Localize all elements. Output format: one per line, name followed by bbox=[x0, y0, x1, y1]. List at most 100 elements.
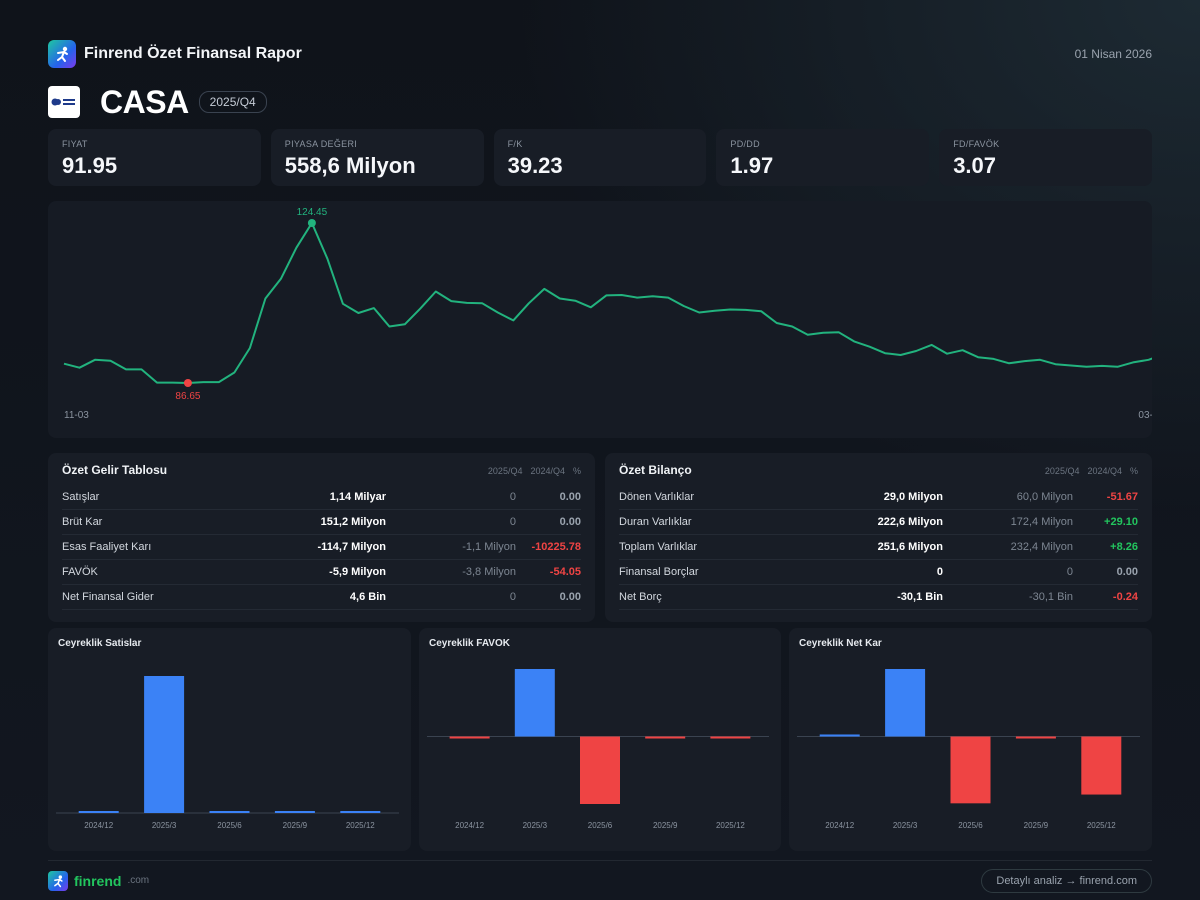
table-row: Finansal Borçlar 0 0 0.00 bbox=[619, 560, 1138, 585]
previous-value: 172,4 Milyon bbox=[1010, 516, 1073, 528]
metric-card-pb: PD/DD 1.97 bbox=[716, 129, 930, 186]
metric-label: F/K bbox=[507, 139, 523, 149]
min-price-marker bbox=[183, 379, 192, 387]
col-current: 2025/Q4 bbox=[487, 466, 523, 476]
metric-label: PIYASA DEĞERI bbox=[284, 139, 358, 149]
row-label: Esas Faaliyet Karı bbox=[62, 541, 152, 553]
metric-value: 39.23 bbox=[507, 153, 563, 178]
quarterly-ebitda-title: Ceyreklik FAVOK bbox=[429, 638, 510, 649]
max-price-marker bbox=[307, 219, 316, 227]
price-chart: 124.45 86.65 11-03 03-31 bbox=[63, 207, 1152, 421]
bar bbox=[645, 736, 686, 739]
price-chart-panel: 124.45 86.65 11-03 03-31 bbox=[48, 201, 1152, 438]
footer-brand: finrend bbox=[74, 872, 122, 889]
bar bbox=[274, 811, 315, 813]
row-label: Net Finansal Gider bbox=[62, 591, 154, 603]
current-value: -30,1 Bin bbox=[897, 591, 943, 603]
metric-value: 558,6 Milyon bbox=[284, 153, 416, 178]
category-label: 2025/6 bbox=[217, 821, 242, 830]
col-current: 2025/Q4 bbox=[1044, 466, 1080, 476]
current-value: -5,9 Milyon bbox=[329, 566, 386, 578]
previous-value: 0 bbox=[1066, 566, 1073, 578]
current-value: 251,6 Milyon bbox=[877, 541, 943, 553]
table-row: Net Finansal Gider 4,6 Bin 0 0.00 bbox=[62, 585, 581, 610]
current-value: -114,7 Milyon bbox=[317, 541, 386, 553]
previous-value: 0 bbox=[509, 591, 516, 603]
previous-value: 60,0 Milyon bbox=[1016, 491, 1073, 503]
percent-change: +8.26 bbox=[1110, 541, 1138, 553]
finrend-logo-icon bbox=[48, 870, 68, 891]
max-price-label: 124.45 bbox=[297, 207, 328, 218]
percent-change: 0.00 bbox=[1116, 566, 1138, 578]
income-title: Özet Gelir Tablosu bbox=[62, 463, 168, 477]
category-label: 2025/9 bbox=[653, 821, 678, 830]
category-label: 2024/12 bbox=[84, 821, 113, 830]
col-percent: % bbox=[572, 466, 581, 476]
table-row: Dönen Varlıklar 29,0 Milyon 60,0 Milyon -51… bbox=[619, 485, 1138, 510]
table-row: Toplam Varlıklar 251,6 Milyon 232,4 Milyon… bbox=[619, 535, 1138, 560]
percent-change: -10225.78 bbox=[531, 541, 581, 553]
category-label: 2025/3 bbox=[152, 821, 177, 830]
company-row: CASA 2025/Q4 bbox=[48, 84, 267, 120]
footer-domain: .com bbox=[127, 875, 150, 886]
bar bbox=[580, 736, 620, 804]
quarterly-ebitda-chart: 2024/12 2025/3 2025/6 2025/9 2025/12 bbox=[427, 669, 769, 830]
metric-value: 91.95 bbox=[62, 153, 118, 178]
current-value: 222,6 Milyon bbox=[877, 516, 943, 528]
category-label: 2024/12 bbox=[455, 821, 484, 830]
table-row: Duran Varlıklar 222,6 Milyon 172,4 Milyon +… bbox=[619, 510, 1138, 535]
bar bbox=[514, 669, 555, 737]
table-row: Brüt Kar 151,2 Milyon 0 0.00 bbox=[62, 510, 581, 535]
bar bbox=[449, 736, 490, 739]
previous-value: -30,1 Bin bbox=[1028, 591, 1073, 603]
current-value: 4,6 Bin bbox=[349, 591, 386, 603]
category-label: 2025/6 bbox=[588, 821, 613, 830]
current-value: 1,14 Milyar bbox=[329, 491, 386, 503]
chart-start-date: 11-03 bbox=[64, 410, 89, 421]
bar bbox=[144, 676, 185, 813]
quarterly-net-income-panel: Ceyreklik Net Kar 2024/12 2025/3 2025/6 202… bbox=[789, 628, 1152, 851]
previous-value: -3,8 Milyon bbox=[462, 566, 516, 578]
price-line bbox=[63, 222, 1152, 384]
bar bbox=[950, 736, 991, 804]
percent-change: -54.05 bbox=[549, 566, 581, 578]
bar bbox=[340, 811, 381, 813]
previous-value: 0 bbox=[509, 491, 516, 503]
metrics-row: FIYAT 91.95 PIYASA DEĞERI 558,6 Milyon F… bbox=[48, 129, 1152, 186]
row-label: Duran Varlıklar bbox=[619, 516, 692, 528]
current-value: 151,2 Milyon bbox=[320, 516, 386, 528]
row-label: Net Borç bbox=[619, 591, 662, 603]
col-percent: % bbox=[1129, 466, 1138, 476]
metric-label: FIYAT bbox=[62, 139, 88, 149]
table-row: Esas Faaliyet Karı -114,7 Milyon -1,1 Mily… bbox=[62, 535, 581, 560]
quarterly-ebitda-panel: Ceyreklik FAVOK 2024/12 2025/3 2025/6 2025/… bbox=[419, 628, 781, 851]
category-label: 2024/12 bbox=[825, 821, 854, 830]
bar bbox=[78, 811, 119, 813]
balance-rows: Dönen Varlıklar 29,0 Milyon 60,0 Milyon -51… bbox=[619, 485, 1138, 610]
category-label: 2025/9 bbox=[283, 821, 308, 830]
row-label: FAVÖK bbox=[62, 566, 98, 578]
detailed-analysis-link[interactable]: Detaylı analiz → finrend.com bbox=[981, 868, 1152, 893]
bar bbox=[1015, 736, 1056, 739]
row-label: Finansal Borçlar bbox=[619, 566, 699, 578]
report-title: Finrend Özet Finansal Rapor bbox=[84, 45, 302, 62]
category-label: 2025/3 bbox=[523, 821, 548, 830]
bar bbox=[209, 811, 250, 813]
previous-value: 0 bbox=[509, 516, 516, 528]
percent-change: -51.67 bbox=[1106, 491, 1138, 503]
quarterly-sales-chart: 2024/12 2025/3 2025/6 2025/9 2025/12 bbox=[56, 676, 399, 830]
ticker-symbol: CASA bbox=[100, 83, 189, 120]
period-badge: 2025/Q4 bbox=[198, 91, 267, 113]
percent-change: 0.00 bbox=[559, 516, 581, 528]
col-previous: 2024/Q4 bbox=[530, 466, 565, 476]
bar bbox=[1081, 736, 1122, 795]
metric-value: 3.07 bbox=[953, 153, 997, 178]
percent-change: 0.00 bbox=[559, 491, 581, 503]
quarterly-sales-panel: Ceyreklik Satislar 2024/12 2025/3 2025/6 20… bbox=[48, 628, 411, 851]
metric-card-pe: F/K 39.23 bbox=[493, 129, 707, 186]
income-statement-panel: Özet Gelir Tablosu 2025/Q4 2024/Q4 % Sat… bbox=[48, 453, 595, 622]
percent-change: 0.00 bbox=[559, 591, 581, 603]
finrend-logo-icon bbox=[48, 40, 76, 68]
category-label: 2025/3 bbox=[893, 821, 918, 830]
category-label: 2025/12 bbox=[1087, 821, 1116, 830]
